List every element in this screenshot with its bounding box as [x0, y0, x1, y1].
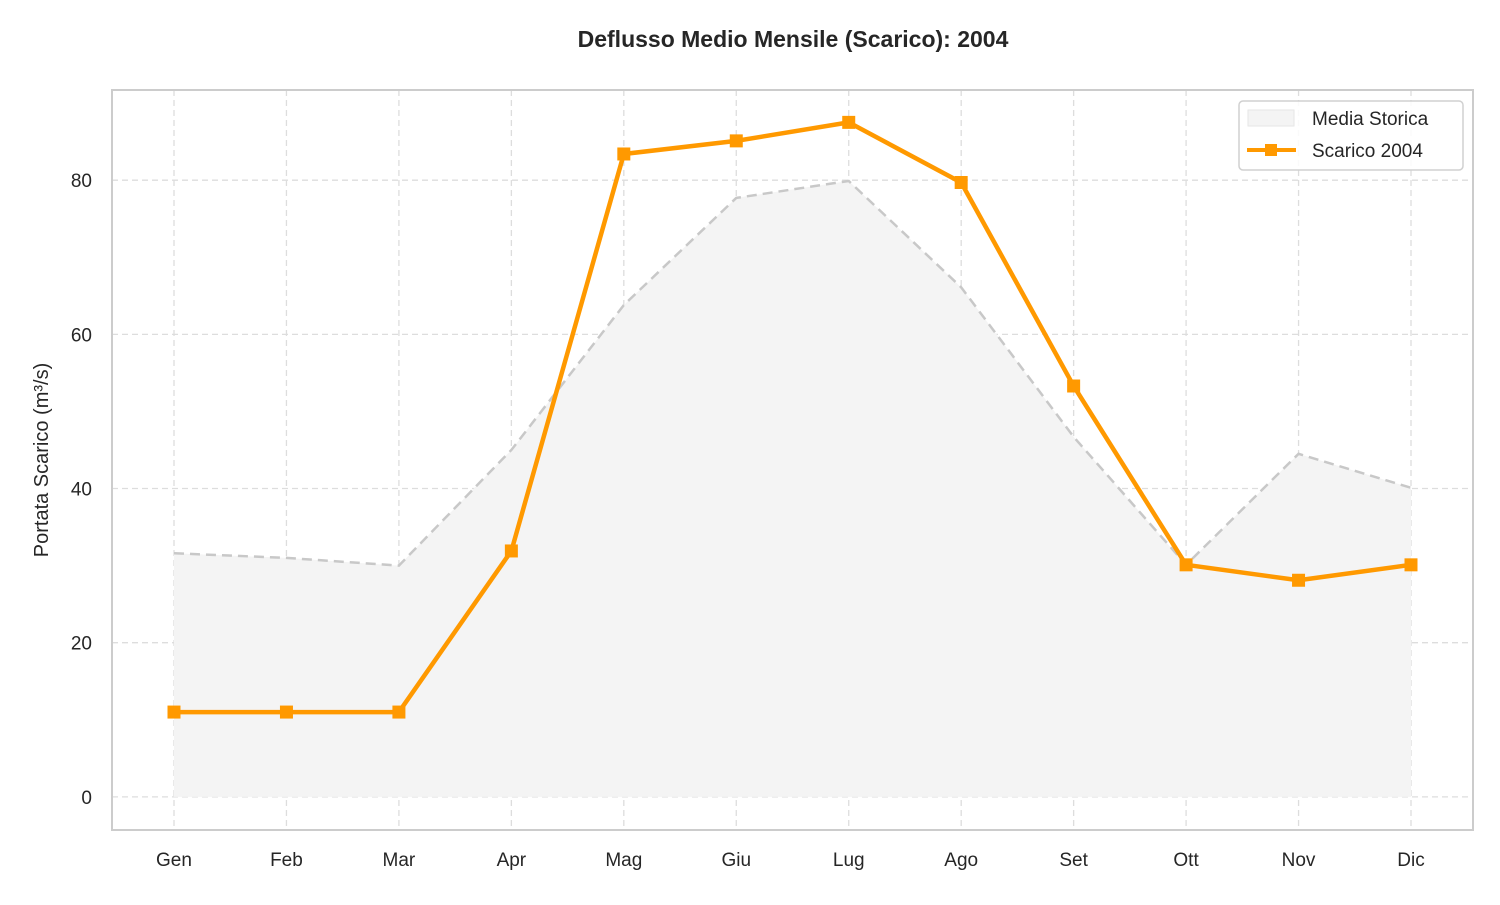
scarico-2004-marker — [1067, 379, 1081, 393]
scarico-2004-marker — [504, 544, 518, 558]
scarico-2004-marker — [167, 705, 181, 719]
x-tick-label: Gen — [156, 850, 192, 871]
x-tick-label: Dic — [1397, 850, 1424, 871]
x-tick-label: Mar — [383, 850, 416, 871]
plot-frame — [111, 89, 1474, 831]
y-tick-label: 40 — [71, 480, 92, 501]
scarico-2004-marker — [1404, 558, 1418, 572]
scarico-2004-marker — [729, 134, 743, 148]
x-tick-label: Apr — [497, 850, 527, 871]
x-tick-label: Lug — [833, 850, 865, 871]
legend-box — [1238, 100, 1464, 171]
x-tick-label: Feb — [270, 850, 303, 871]
media-storica-line — [173, 179, 1412, 567]
y-tick-label: 0 — [81, 788, 92, 809]
scarico-2004-marker — [279, 705, 293, 719]
legend: Media Storica Scarico 2004 — [1238, 100, 1464, 171]
y-tick-label: 20 — [71, 634, 92, 655]
y-tick-labels: 0 20 40 60 80 — [71, 171, 92, 809]
scarico-2004-marker — [1292, 573, 1306, 587]
media-storica-area — [174, 180, 1411, 797]
historical-area — [174, 180, 1411, 797]
scarico-2004-line — [174, 120, 1412, 715]
x-tick-labels: Gen Feb Mar Apr Mag Giu Lug Ago Set Ott Nov Dic — [156, 850, 1425, 871]
scarico-2004-marker — [617, 147, 631, 161]
x-tick-label: Mag — [605, 850, 642, 871]
y-axis-label: Portata Scarico (m³/s) — [31, 363, 53, 557]
scarico-2004-marker — [842, 115, 856, 129]
legend-label-scarico: Scarico 2004 — [1312, 141, 1423, 162]
scarico-2004-marker — [392, 705, 406, 719]
x-tick-label: Giu — [721, 850, 751, 871]
scarico-2004-marker — [1179, 558, 1193, 572]
chart-title: Deflusso Medio Mensile (Scarico): 2004 — [578, 26, 1009, 52]
legend-swatch-media-storica — [1247, 109, 1295, 127]
x-tick-label: Ott — [1173, 850, 1199, 871]
x-tick-label: Ago — [944, 850, 978, 871]
x-tick-label: Set — [1059, 850, 1088, 871]
series-lines — [167, 115, 1418, 719]
legend-label-media-storica: Media Storica — [1312, 109, 1429, 130]
y-tick-label: 60 — [71, 325, 92, 346]
x-tick-label: Nov — [1282, 850, 1316, 871]
scarico-2004-marker — [954, 176, 968, 189]
legend-swatch-scarico-marker — [1265, 144, 1277, 156]
y-tick-label: 80 — [71, 171, 92, 192]
